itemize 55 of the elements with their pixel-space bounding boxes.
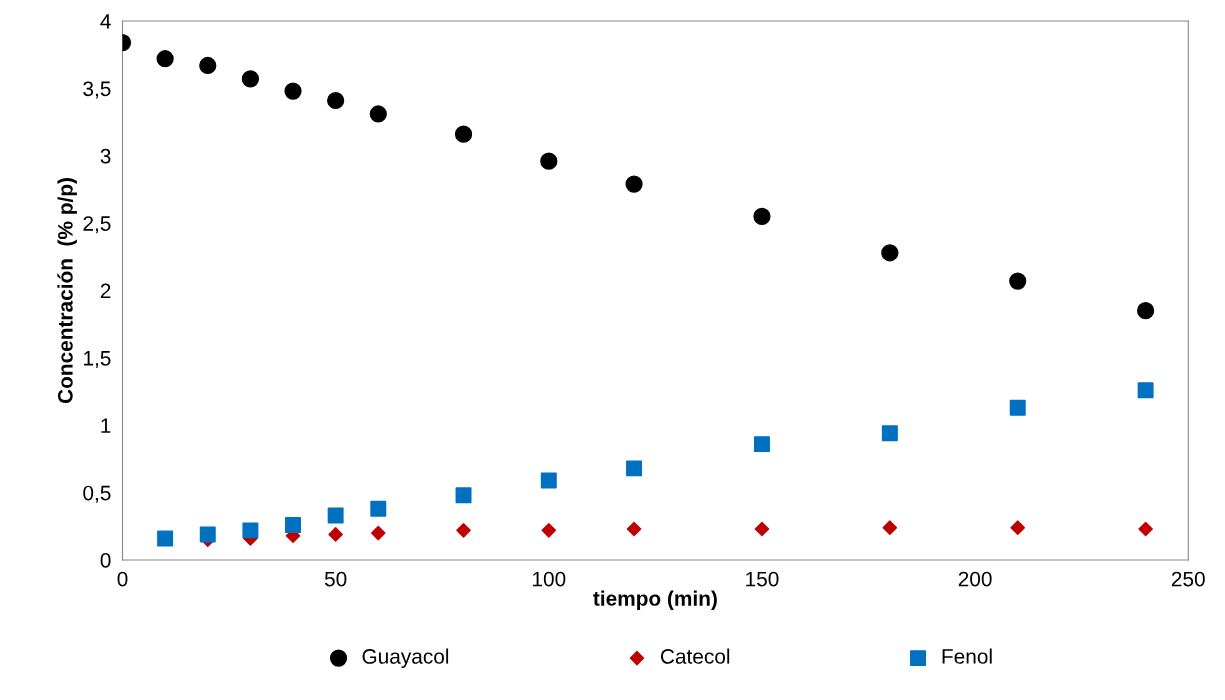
y-tick-label: 0,5 bbox=[83, 485, 111, 503]
y-tick-label: 3 bbox=[100, 148, 111, 164]
point bbox=[625, 175, 643, 193]
point bbox=[157, 530, 174, 547]
point bbox=[1010, 520, 1026, 535]
point bbox=[369, 105, 387, 123]
point bbox=[540, 152, 558, 170]
point bbox=[882, 520, 898, 535]
point bbox=[626, 460, 643, 477]
legend-label: Catecol bbox=[660, 648, 730, 664]
x-tick-label: 150 bbox=[746, 571, 779, 587]
point bbox=[1009, 399, 1026, 416]
y-axis-title: Concentración (% p/p) bbox=[57, 178, 77, 404]
point bbox=[753, 436, 770, 453]
x-tick-label: 50 bbox=[324, 571, 347, 587]
x-tick-label: 100 bbox=[533, 571, 566, 587]
point bbox=[284, 82, 302, 100]
point bbox=[881, 244, 899, 262]
point bbox=[1009, 272, 1027, 290]
y-tick-label: 0 bbox=[100, 553, 111, 568]
legend-label: Fenol bbox=[942, 648, 992, 664]
point bbox=[370, 500, 387, 517]
y-tick-label: 2,5 bbox=[83, 216, 111, 234]
point bbox=[285, 516, 301, 533]
point bbox=[454, 125, 473, 143]
point bbox=[540, 472, 557, 489]
legend-label: Guayacol bbox=[362, 648, 449, 668]
point bbox=[199, 526, 216, 543]
point bbox=[626, 521, 642, 537]
point bbox=[327, 507, 344, 524]
y-tick-label: 2 bbox=[100, 283, 111, 299]
point bbox=[241, 70, 260, 88]
point bbox=[541, 523, 557, 538]
x-tick-label: 0 bbox=[117, 571, 128, 587]
point bbox=[242, 522, 259, 539]
y-tick-label: 1,5 bbox=[84, 351, 111, 369]
y-tick-label: 3,5 bbox=[83, 81, 111, 99]
point bbox=[370, 525, 386, 541]
point bbox=[327, 91, 345, 110]
y-tick-label: 4 bbox=[100, 14, 111, 29]
point bbox=[1138, 521, 1153, 537]
x-tick-label: 250 bbox=[1171, 571, 1205, 587]
x-tick-label: 200 bbox=[958, 571, 992, 587]
x-axis-title: tiempo (min) bbox=[593, 590, 717, 610]
point bbox=[456, 523, 471, 538]
point bbox=[455, 487, 472, 504]
point bbox=[753, 207, 771, 226]
point bbox=[328, 527, 343, 542]
point bbox=[754, 521, 770, 537]
point bbox=[156, 50, 174, 68]
point bbox=[199, 56, 217, 75]
y-tick-label: 1 bbox=[101, 418, 111, 433]
point bbox=[1137, 382, 1154, 399]
point bbox=[881, 425, 898, 442]
point bbox=[1137, 302, 1155, 320]
